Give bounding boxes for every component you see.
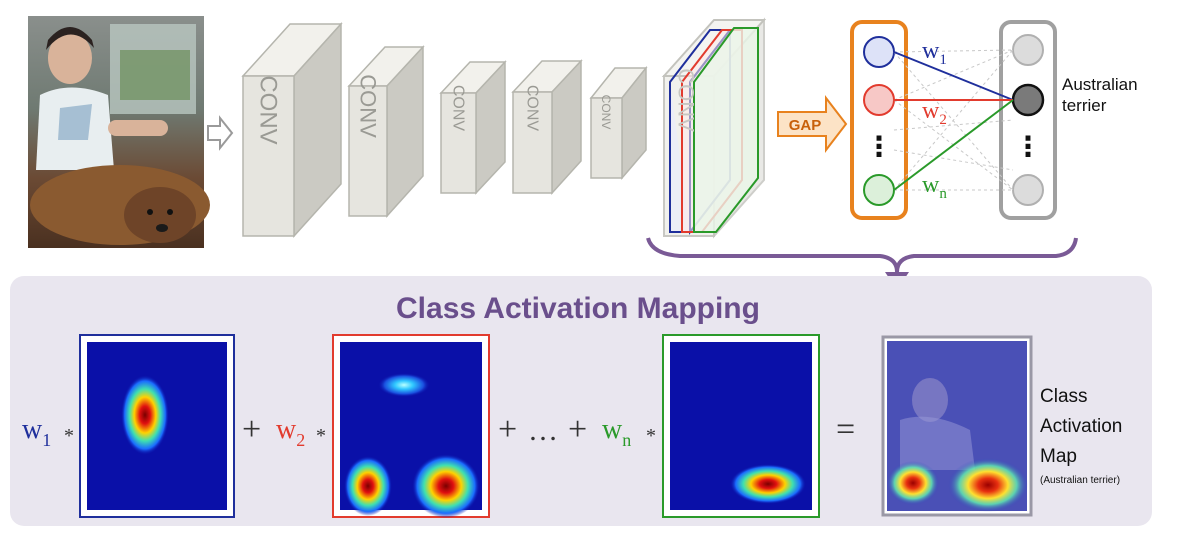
result-caption: (Australian terrier) <box>1040 475 1120 486</box>
cam-ellipsis: … <box>528 414 558 447</box>
conv-label-1: CONV <box>255 75 282 144</box>
gap-arrow: GAP <box>777 95 848 153</box>
conv-block-6 <box>661 17 767 239</box>
weight-line-wn <box>893 99 1014 191</box>
result-label-line2: Activation <box>1040 416 1122 437</box>
cam-weight-w1: w1 <box>22 414 51 450</box>
output-node-1 <box>1012 34 1044 66</box>
result-label-line3: Map <box>1040 446 1077 467</box>
heatmap-n <box>662 334 820 518</box>
weight-line-w1 <box>893 51 1014 101</box>
gap-node-n <box>863 174 895 206</box>
weight-label-w1: w1 <box>922 38 947 68</box>
gap-vector: ⋮ <box>850 20 908 220</box>
heatmap-2 <box>332 334 490 518</box>
cam-panel <box>10 276 1152 526</box>
cam-plus-3: + <box>568 411 587 448</box>
conv-block-3 <box>439 60 507 195</box>
weight-label-w2: w2 <box>922 98 947 128</box>
input-photo <box>28 16 210 248</box>
conv-block-4 <box>511 59 583 195</box>
cam-weight-wn: wn <box>602 414 631 450</box>
dashed-connections <box>893 49 1014 191</box>
gap-label: GAP <box>789 117 822 134</box>
class-activation-map-image <box>881 335 1033 517</box>
feature-map-green <box>693 27 759 233</box>
conv-label-6: CONV <box>674 68 699 132</box>
cam-equals: = <box>836 411 855 448</box>
conv-block-5 <box>589 65 648 181</box>
cam-times-3: * <box>646 425 656 447</box>
result-label-line1: Class <box>1040 386 1088 407</box>
gap-node-2 <box>863 84 895 116</box>
heatmap-1 <box>79 334 235 518</box>
hollow-right-arrow-icon <box>207 115 234 151</box>
conv-label-2: CONV <box>356 74 381 138</box>
output-vertical-dots: ⋮ <box>1014 131 1042 162</box>
cam-times-1: * <box>64 425 74 447</box>
cam-plus-1: + <box>242 411 261 448</box>
output-node-active <box>1011 83 1045 117</box>
gap-vertical-dots: ⋮ <box>865 131 893 162</box>
conv-label-4: CONV <box>524 85 541 132</box>
cam-plus-2: + <box>498 411 517 448</box>
conv-label-5: CONV <box>599 95 613 130</box>
cam-title: Class Activation Mapping <box>396 292 760 325</box>
class-label-line1: Australian <box>1062 75 1138 94</box>
conv-block-1 <box>241 22 343 238</box>
gap-node-1 <box>863 36 895 68</box>
cam-weight-w2: w2 <box>276 414 305 450</box>
conv-block-2 <box>347 45 425 218</box>
class-label-line2: terrier <box>1062 96 1107 115</box>
conv-label-3: CONV <box>450 85 467 132</box>
weight-label-wn: wn <box>922 172 947 202</box>
output-node-n <box>1012 174 1044 206</box>
cam-times-2: * <box>316 425 326 447</box>
